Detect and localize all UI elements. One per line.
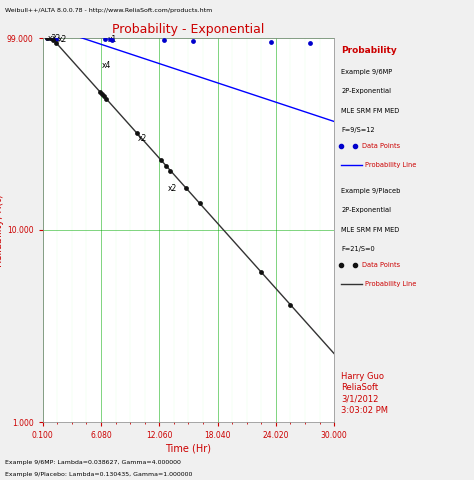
Text: F=9/S=12: F=9/S=12 [341, 127, 375, 133]
Point [53, 35, 60, 42]
Point [46, 34, 54, 41]
Text: Probability Line: Probability Line [365, 281, 416, 287]
Point [101, 35, 109, 43]
Text: F=21/S=0: F=21/S=0 [341, 246, 375, 252]
Point [100, 93, 108, 100]
Point [286, 301, 294, 309]
Text: Probability Line: Probability Line [365, 162, 416, 168]
Point [53, 39, 60, 47]
Point [166, 167, 174, 174]
Point [43, 34, 50, 41]
Text: Weibull++/ALTA 8.0.0.78 - http://www.ReliaSoft.com/products.htm: Weibull++/ALTA 8.0.0.78 - http://www.Rel… [5, 8, 212, 13]
Y-axis label: Reliability, R(t): Reliability, R(t) [0, 194, 4, 267]
Point [106, 36, 114, 43]
Text: MLE SRM FM MED: MLE SRM FM MED [341, 227, 400, 233]
Point [96, 88, 104, 96]
Point [189, 36, 197, 44]
Text: Example 9/Placeb: Example 9/Placeb [341, 188, 401, 194]
Point [160, 36, 167, 44]
Text: Example 9/6MP: Lambda=0.038627, Gamma=4.000000: Example 9/6MP: Lambda=0.038627, Gamma=4.… [5, 460, 181, 465]
X-axis label: Time (Hr): Time (Hr) [165, 443, 211, 453]
Point [108, 36, 116, 43]
Point [43, 34, 50, 42]
Point [98, 90, 106, 98]
Point [306, 39, 314, 47]
Point [267, 38, 274, 46]
Text: Data Points: Data Points [362, 262, 400, 268]
Text: Probability: Probability [341, 46, 397, 55]
Text: 3/1/2012: 3/1/2012 [341, 395, 379, 404]
Text: x2: x2 [167, 184, 177, 192]
Point [182, 184, 190, 192]
Text: x2: x2 [138, 133, 147, 143]
Point [102, 95, 110, 102]
Text: x1: x1 [108, 35, 117, 44]
Point [157, 156, 164, 164]
Text: 2P-Exponential: 2P-Exponential [341, 207, 391, 214]
Text: Example 9/Placebo: Lambda=0.130435, Gamma=1.000000: Example 9/Placebo: Lambda=0.130435, Gamm… [5, 472, 192, 477]
Text: MLE SRM FM MED: MLE SRM FM MED [341, 108, 400, 113]
Text: ReliaSoft: ReliaSoft [341, 384, 378, 392]
Text: 2P-Exponential: 2P-Exponential [341, 88, 391, 95]
Point [163, 162, 170, 170]
Point [196, 199, 203, 207]
Title: Probability - Exponential: Probability - Exponential [112, 23, 264, 36]
Point [48, 35, 55, 42]
Text: Example 9/6MP: Example 9/6MP [341, 69, 392, 75]
Text: x2: x2 [52, 35, 61, 44]
Text: Data Points: Data Points [362, 143, 400, 149]
Point [134, 130, 141, 137]
Text: x2: x2 [57, 35, 66, 44]
Text: x2: x2 [47, 34, 57, 43]
Text: 3:03:02 PM: 3:03:02 PM [341, 407, 388, 415]
Text: x4: x4 [101, 60, 111, 70]
Point [257, 268, 265, 276]
Text: Harry Guo: Harry Guo [341, 372, 384, 381]
Point [50, 36, 57, 44]
